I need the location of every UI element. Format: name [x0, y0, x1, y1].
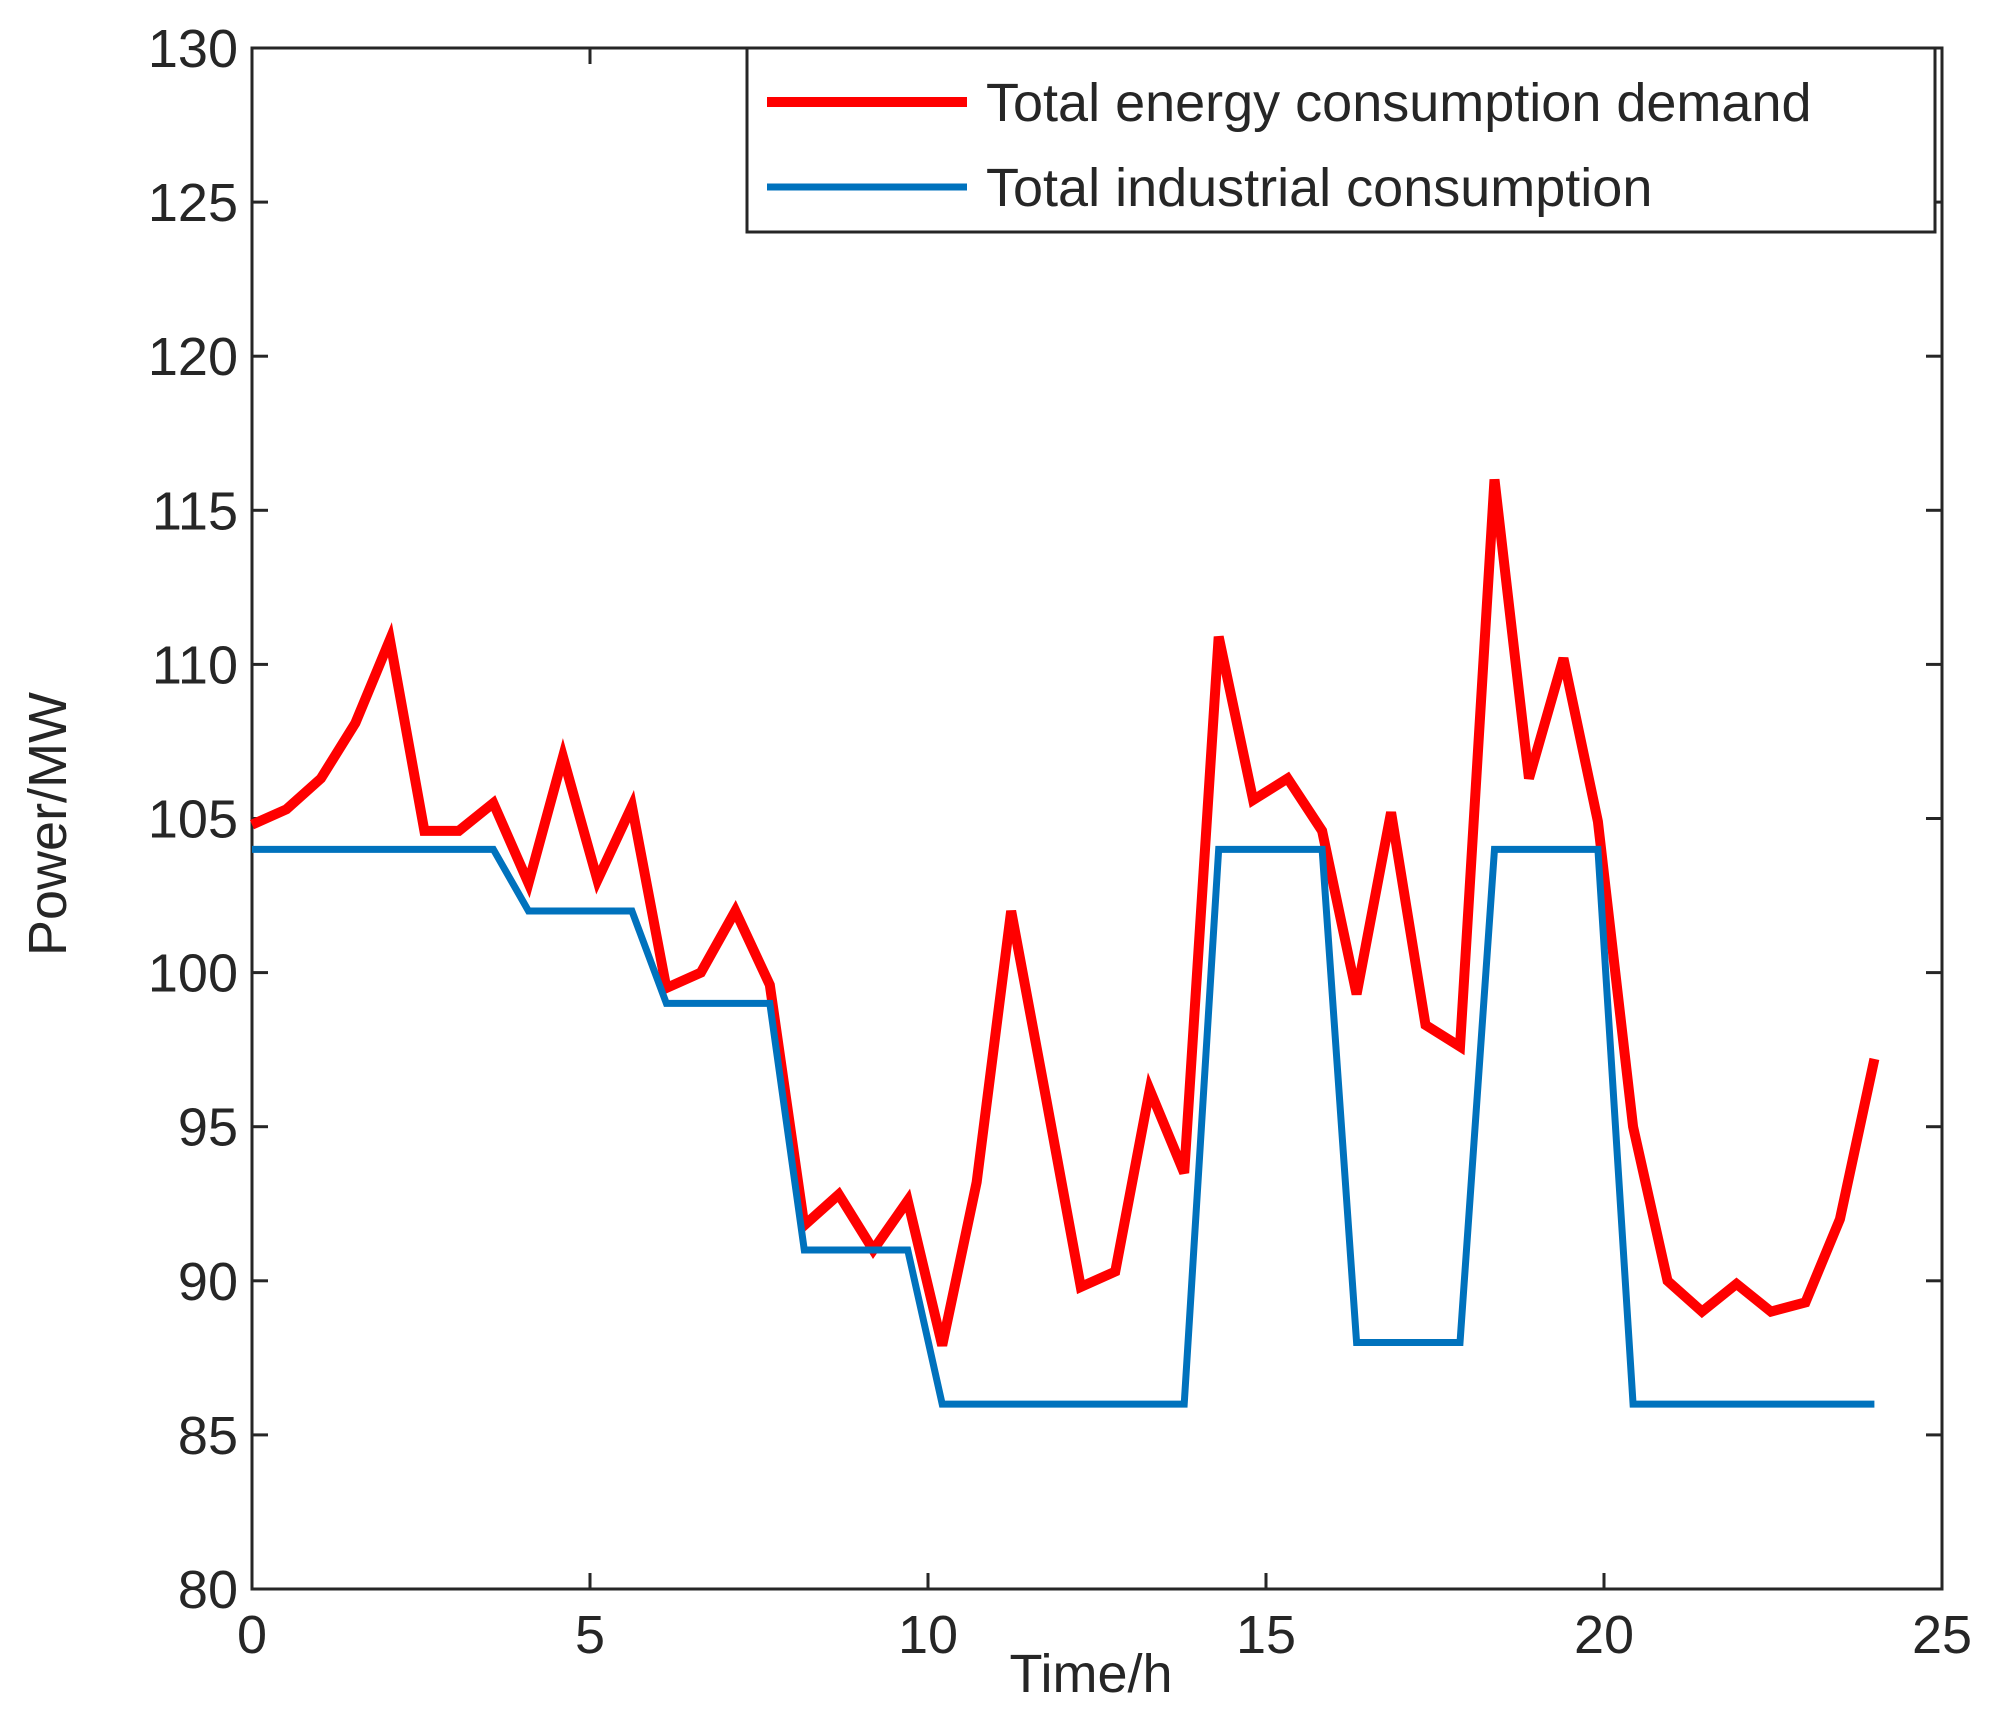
y-tick-label: 105 [148, 790, 238, 850]
x-tick-label: 25 [1912, 1605, 1972, 1665]
x-tick-label: 0 [237, 1605, 267, 1665]
y-tick-label: 130 [148, 19, 238, 79]
x-axis-label: Time/h [1009, 1644, 1172, 1704]
y-tick-label: 100 [148, 944, 238, 1004]
y-tick-label: 120 [148, 327, 238, 387]
y-tick-label: 85 [178, 1406, 238, 1466]
y-tick-label: 110 [152, 635, 238, 695]
y-tick-label: 115 [152, 481, 238, 541]
y-tick-label: 125 [148, 173, 238, 233]
legend-label: Total industrial consumption [986, 158, 1652, 218]
legend-label: Total energy consumption demand [986, 73, 1812, 133]
legend-box [745, 46, 1937, 234]
y-axis-label: Power/MW [18, 692, 78, 956]
x-tick-label: 20 [1574, 1605, 1634, 1665]
x-tick-label: 5 [575, 1605, 605, 1665]
y-tick-label: 90 [178, 1252, 238, 1312]
x-tick-label: 15 [1236, 1605, 1296, 1665]
x-tick-label: 10 [898, 1605, 958, 1665]
y-tick-label: 95 [178, 1098, 238, 1158]
line-series [252, 845, 1875, 1408]
y-tick-label: 80 [178, 1560, 238, 1620]
line-series [249, 478, 1880, 1347]
